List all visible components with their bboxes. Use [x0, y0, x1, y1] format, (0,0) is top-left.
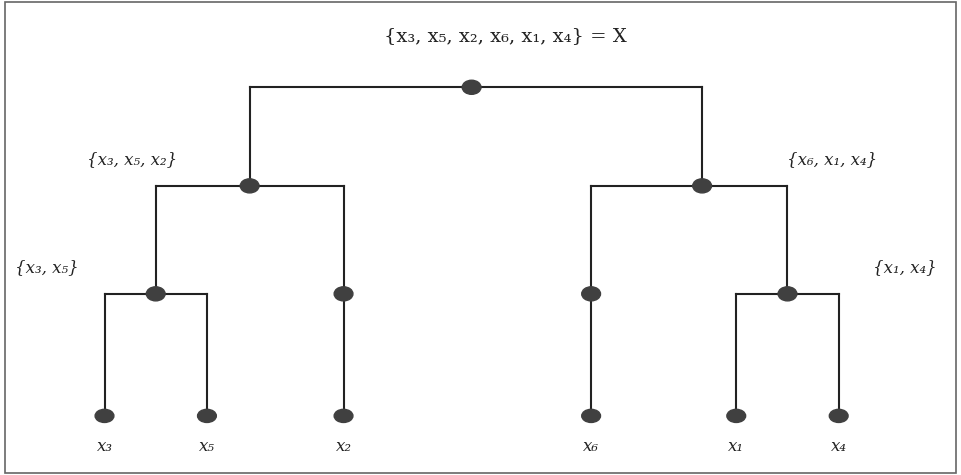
Text: {x₆, x₁, x₄}: {x₆, x₁, x₄}: [787, 152, 877, 169]
Ellipse shape: [693, 179, 711, 193]
Text: x₁: x₁: [728, 438, 744, 455]
Text: {x₃, x₅, x₂}: {x₃, x₅, x₂}: [86, 152, 177, 169]
Text: {x₃, x₅, x₂, x₆, x₁, x₄} = X: {x₃, x₅, x₂, x₆, x₁, x₄} = X: [384, 27, 628, 45]
Ellipse shape: [334, 409, 353, 422]
Text: x₄: x₄: [830, 438, 847, 455]
Ellipse shape: [778, 287, 797, 301]
Text: x₆: x₆: [583, 438, 599, 455]
Ellipse shape: [581, 409, 601, 422]
Ellipse shape: [198, 409, 216, 422]
Text: x₅: x₅: [199, 438, 215, 455]
Text: x₃: x₃: [96, 438, 112, 455]
Ellipse shape: [240, 179, 259, 193]
Ellipse shape: [581, 287, 601, 301]
Text: x₂: x₂: [335, 438, 352, 455]
Ellipse shape: [829, 409, 849, 422]
Ellipse shape: [146, 287, 165, 301]
Ellipse shape: [462, 80, 481, 95]
Ellipse shape: [334, 287, 353, 301]
Text: {x₃, x₅}: {x₃, x₅}: [15, 259, 79, 276]
Text: {x₁, x₄}: {x₁, x₄}: [873, 259, 937, 276]
Ellipse shape: [727, 409, 746, 422]
Ellipse shape: [95, 409, 114, 422]
